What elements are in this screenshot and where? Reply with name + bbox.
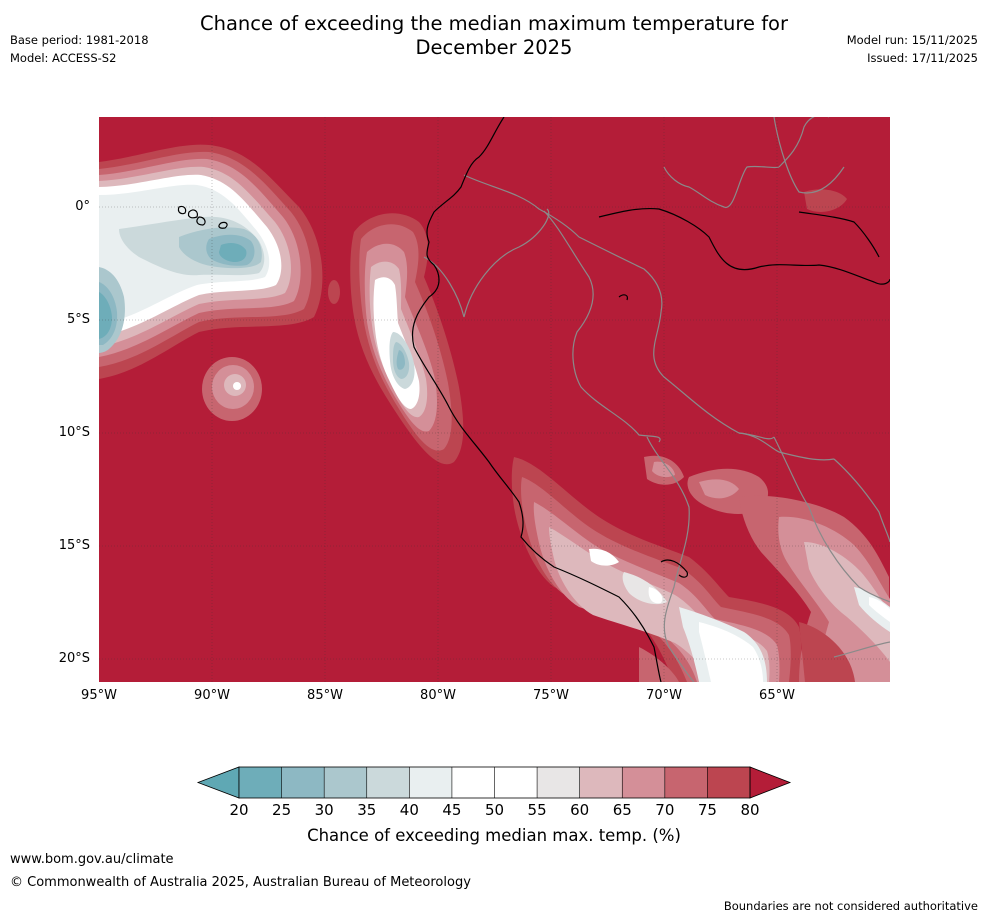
colorbar-tick-65: 65 — [612, 801, 632, 819]
lon-label-85w: 85°W — [307, 688, 343, 703]
colorbar-arrow-high — [749, 766, 792, 799]
colorbar-segment-c35_40 — [366, 767, 410, 798]
southern-andes-region — [511, 457, 802, 682]
base-period: Base period: 1981-2018 — [10, 33, 149, 47]
pacific-warm-patch — [202, 357, 262, 421]
amazon-patch — [804, 189, 847, 212]
colorbar-segment-c60_65 — [579, 767, 623, 798]
colorbar-segment-c40_45 — [409, 767, 453, 798]
colorbar-tick-40: 40 — [399, 801, 419, 819]
lat-label-0: 0° — [75, 199, 90, 214]
website-link[interactable]: www.bom.gov.au/climate — [10, 852, 174, 867]
bolivia-region — [644, 455, 890, 682]
colorbar-segment-c30_35 — [324, 767, 368, 798]
colorbar-tick-20: 20 — [229, 801, 249, 819]
colorbar-tick-75: 75 — [697, 801, 717, 819]
colorbar-tick-80: 80 — [740, 801, 760, 819]
disclaimer: Boundaries are not considered authoritat… — [723, 899, 978, 913]
model-run: Model run: 15/11/2025 — [846, 33, 978, 47]
lon-label-90w: 90°W — [194, 688, 230, 703]
pacific-cool-region — [99, 144, 323, 379]
colorbar-segment-c20_25 — [239, 767, 283, 798]
colorbar-tick-25: 25 — [272, 801, 292, 819]
peru-coast-region — [350, 213, 464, 465]
lat-label-15s: 15°S — [58, 538, 90, 553]
colorbar-tick-70: 70 — [655, 801, 675, 819]
lon-label-65w: 65°W — [759, 688, 795, 703]
graticule — [99, 117, 890, 682]
colorbar-tick-60: 60 — [570, 801, 590, 819]
colorbar-arrow-low — [196, 766, 240, 799]
issued-date: Issued: 17/11/2025 — [867, 51, 978, 65]
colorbar-tick-45: 45 — [442, 801, 462, 819]
chart-title: Chance of exceeding the median maximum t… — [0, 12, 988, 60]
country-borders — [423, 117, 890, 682]
title-line-2: December 2025 — [415, 36, 573, 59]
colorbar-tick-55: 55 — [527, 801, 547, 819]
meta-right: Model run: 15/11/2025 Issued: 17/11/2025 — [847, 31, 978, 67]
colorbar-title: Chance of exceeding median max. temp. (%… — [307, 826, 681, 845]
lat-label-10s: 10°S — [58, 425, 90, 440]
title-line-1: Chance of exceeding the median maximum t… — [199, 12, 789, 35]
map-area — [99, 117, 890, 682]
copyright: © Commonwealth of Australia 2025, Austra… — [10, 875, 471, 890]
probability-map — [99, 117, 890, 682]
lon-label-75w: 75°W — [533, 688, 569, 703]
pacific-spot — [328, 280, 340, 304]
colorbar-tick-30: 30 — [314, 801, 334, 819]
colorbar-segment-c45_50 — [451, 767, 495, 798]
colorbar — [0, 760, 988, 820]
colorbar-segment-c75_80 — [707, 767, 751, 798]
colorbar-segment-c70_75 — [664, 767, 708, 798]
lat-label-20s: 20°S — [58, 651, 90, 666]
meta-left: Base period: 1981-2018 Model: ACCESS-S2 — [10, 31, 149, 67]
coastlines — [177, 117, 890, 682]
lon-label-95w: 95°W — [81, 688, 117, 703]
model-name: Model: ACCESS-S2 — [10, 51, 117, 65]
lon-label-70w: 70°W — [646, 688, 682, 703]
colorbar-segment-c25_30 — [281, 767, 325, 798]
lon-label-80w: 80°W — [420, 688, 456, 703]
colorbar-segment-c65_70 — [622, 767, 666, 798]
colorbar-segment-c50_55 — [494, 767, 538, 798]
colorbar-tick-35: 35 — [357, 801, 377, 819]
colorbar-segment-c55_60 — [537, 767, 581, 798]
colorbar-tick-50: 50 — [484, 801, 505, 819]
colorbar-graphic — [196, 766, 792, 799]
lat-label-5s: 5°S — [66, 312, 90, 327]
